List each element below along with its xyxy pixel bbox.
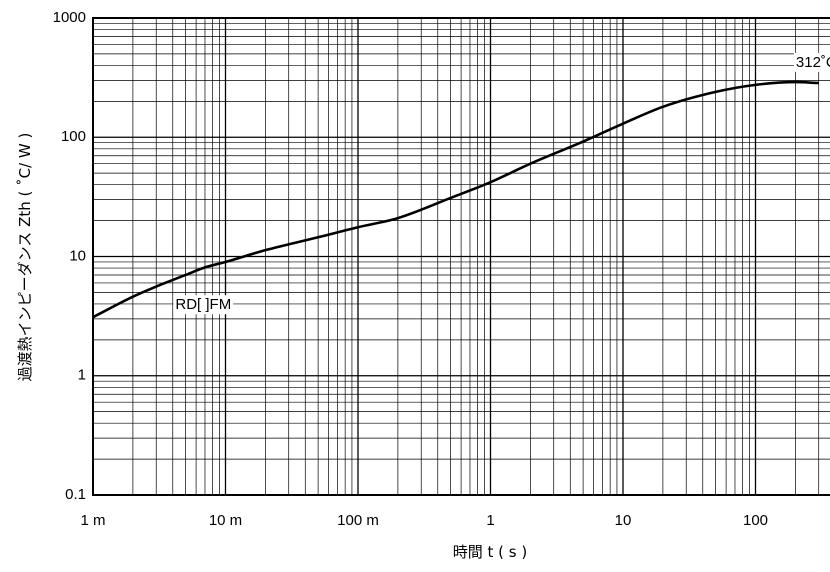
- x-tick-label: 1 m: [80, 512, 105, 529]
- y-axis-label: 過渡熱インピーダンス Zth ( ˚C/ W ): [16, 133, 34, 382]
- x-tick-label: 100 m: [337, 512, 379, 529]
- annotation-background: [173, 295, 234, 315]
- plot-frame: [92, 17, 830, 496]
- x-tick-label: 100: [743, 512, 768, 529]
- annotation-layer: RD[ ]FM 312˚C/ W: [173, 52, 830, 315]
- x-tick-label: 10: [615, 512, 632, 529]
- x-tick-labels: 1 m 10 m 100 m 1 10 100: [80, 512, 768, 529]
- y-tick-label: 1: [78, 367, 86, 384]
- x-axis-label: 時間 t ( s ): [453, 543, 527, 561]
- x-tick-label: 1: [486, 512, 494, 529]
- annotation-label: 312˚C/ W: [796, 54, 830, 71]
- annotation-label: RD[ ]FM: [175, 296, 231, 313]
- y-tick-label: 1000: [53, 9, 86, 26]
- annotation-background: [793, 52, 830, 72]
- y-tick-label: 0.1: [65, 486, 86, 503]
- y-tick-label: 10: [69, 247, 86, 264]
- x-tick-label: 10 m: [209, 512, 242, 529]
- grid: [92, 18, 830, 496]
- y-tick-label: 100: [61, 128, 86, 145]
- series-layer: [92, 80, 819, 319]
- series-line: [92, 80, 819, 319]
- y-tick-labels: 1000 100 10 1 0.1: [53, 9, 86, 503]
